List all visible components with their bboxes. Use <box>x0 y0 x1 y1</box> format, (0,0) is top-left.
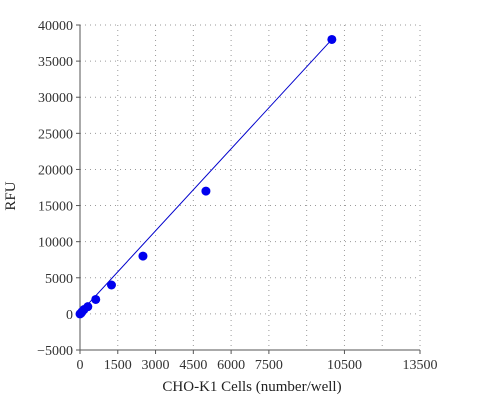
y-tick-label: 30000 <box>38 91 73 106</box>
trendline <box>79 39 333 314</box>
x-tick-label: 3000 <box>142 358 170 373</box>
data-point <box>327 34 337 44</box>
y-tick-label: 35000 <box>38 55 73 70</box>
y-tick-label: 0 <box>66 308 73 323</box>
y-tick-label: 25000 <box>38 127 73 142</box>
data-points-layer <box>75 34 337 319</box>
x-tick-label: 10500 <box>327 358 362 373</box>
x-tick-label: 13500 <box>403 358 438 373</box>
data-point <box>91 294 101 304</box>
x-tick-label: 1500 <box>104 358 132 373</box>
data-point <box>138 251 148 261</box>
data-point <box>106 280 116 290</box>
trendline-layer <box>79 39 333 314</box>
y-tick-label: −5000 <box>37 344 73 359</box>
y-tick-label: 40000 <box>38 19 73 34</box>
y-tick-label: 10000 <box>38 236 73 251</box>
y-tick-label: 20000 <box>38 163 73 178</box>
data-point <box>201 186 211 196</box>
x-tick-label: 0 <box>77 358 84 373</box>
grid-layer <box>79 24 421 351</box>
x-tick-label: 6000 <box>217 358 245 373</box>
x-axis-title: CHO-K1 Cells (number/well) <box>162 379 341 395</box>
x-tick-label: 7500 <box>255 358 283 373</box>
y-tick-label: 15000 <box>38 200 73 215</box>
y-tick-label: 5000 <box>45 272 73 287</box>
axes-layer: 0 1500 3000 4500 6000 7500 10500 13500 −5000 0 500… <box>37 19 437 373</box>
data-point <box>83 302 93 312</box>
x-tick-label: 4500 <box>179 358 207 373</box>
y-axis-title: RFU <box>3 181 19 210</box>
